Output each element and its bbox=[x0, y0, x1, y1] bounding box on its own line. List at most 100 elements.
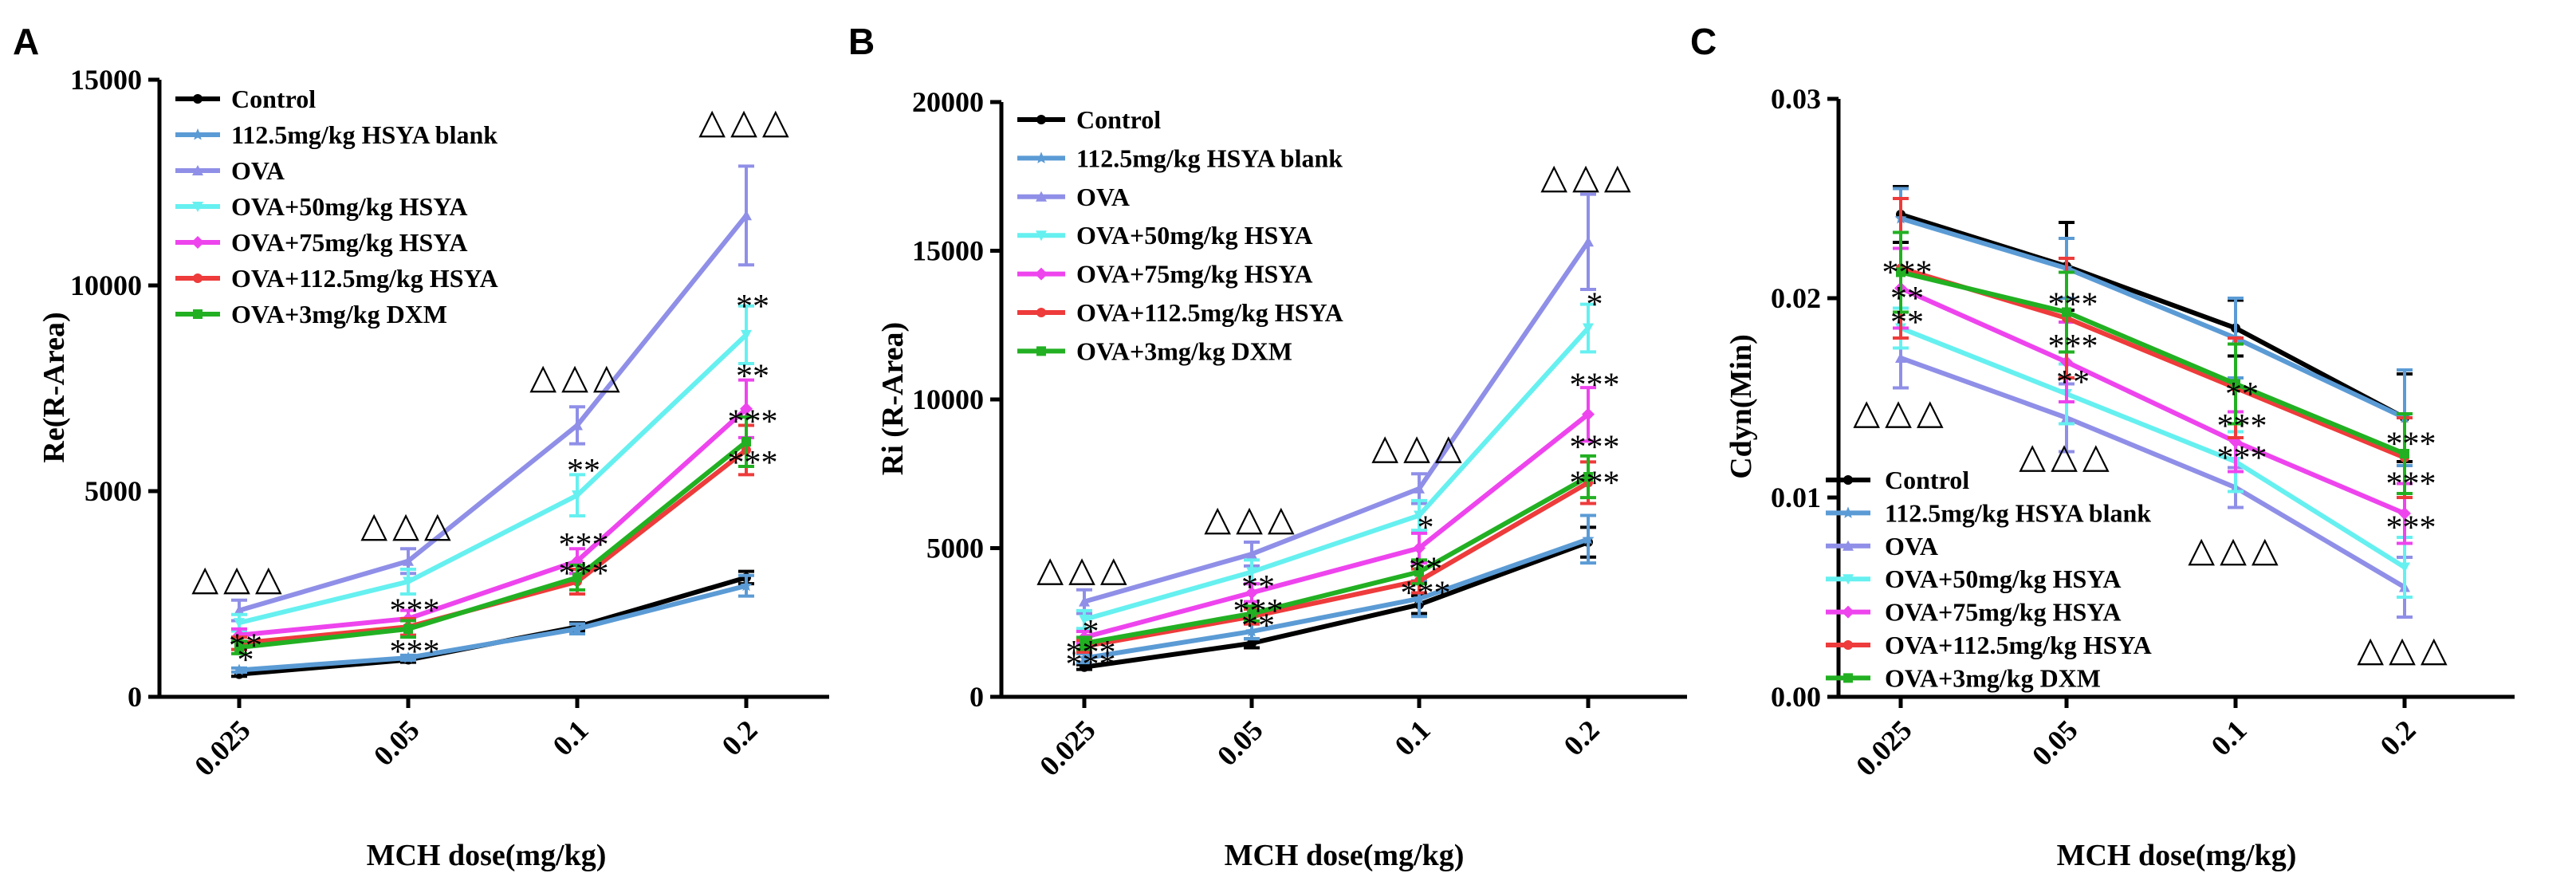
significance-triangles: △△△ bbox=[1540, 157, 1636, 196]
legend-label: OVA bbox=[1076, 183, 1130, 211]
significance-stars: *** bbox=[1570, 430, 1620, 466]
legend-swatch-marker bbox=[1035, 267, 1048, 281]
significance-stars: *** bbox=[2217, 440, 2267, 477]
panel-letter: B bbox=[848, 21, 875, 62]
significance-stars: * bbox=[238, 643, 254, 679]
legend-label: OVA bbox=[231, 156, 285, 185]
significance-triangles: △△△ bbox=[1036, 550, 1132, 589]
legend-label: OVA+75mg/kg HSYA bbox=[231, 228, 468, 257]
data-point bbox=[1080, 662, 1089, 672]
series-ova-3mg-kg-dxm bbox=[1076, 454, 1596, 651]
significance-triangles: △△△ bbox=[529, 357, 625, 396]
data-point bbox=[1247, 638, 1257, 648]
data-point bbox=[1247, 608, 1257, 619]
panel-letter: C bbox=[1690, 21, 1717, 62]
legend-label: Control bbox=[1885, 466, 1969, 494]
legend-swatch-marker bbox=[1036, 308, 1046, 317]
data-point bbox=[403, 555, 414, 566]
y-axis-title: Cdyn(Min) bbox=[1725, 334, 1758, 479]
y-axis-title: Re(R-Area) bbox=[37, 312, 71, 462]
legend-swatch-marker bbox=[1843, 574, 1854, 585]
data-point bbox=[403, 576, 414, 588]
significance-stars: ** bbox=[1890, 305, 1924, 341]
significance-triangles: △△△ bbox=[2357, 630, 2452, 669]
data-point bbox=[1079, 596, 1090, 607]
series-line bbox=[1899, 356, 2406, 590]
y-tick-label: 15000 bbox=[912, 235, 984, 267]
data-point bbox=[1414, 482, 1425, 494]
series-ova-50mg-kg-hsya bbox=[231, 304, 754, 633]
significance-stars: *** bbox=[2386, 427, 2436, 463]
legend-label: 112.5mg/kg HSYA blank bbox=[1885, 498, 2151, 527]
y-tick-label: 0 bbox=[128, 681, 142, 713]
data-point bbox=[1080, 638, 1089, 648]
significance-triangles: △△△ bbox=[191, 559, 287, 598]
significance-stars: *** bbox=[1066, 647, 1116, 683]
significance-stars: *** bbox=[559, 556, 609, 592]
significance-stars: *** bbox=[390, 593, 440, 630]
y-axis-title: Ri (R-Area) bbox=[876, 322, 910, 475]
significance-stars: ** bbox=[1241, 608, 1275, 644]
series-line bbox=[1083, 480, 1590, 649]
data-point bbox=[233, 663, 246, 675]
data-point bbox=[1245, 624, 1258, 637]
series-line bbox=[1083, 540, 1590, 670]
data-point bbox=[1582, 533, 1595, 545]
series-112-5mg-kg-hsya-blank bbox=[231, 573, 754, 675]
series-ova-75mg-kg-hsya bbox=[1076, 386, 1596, 645]
data-point bbox=[1896, 267, 1905, 277]
series-line bbox=[238, 583, 747, 673]
legend: Control 112.5mg/kg HSYA blank OVA OVA+50mg/… bbox=[1017, 105, 1343, 365]
legend-label: OVA+112.5mg/kg HSYA bbox=[1885, 631, 2152, 659]
significance-stars: *** bbox=[2386, 466, 2436, 503]
data-point bbox=[740, 402, 753, 415]
significance-triangles: △△△ bbox=[1853, 393, 1949, 432]
significance-stars: ** bbox=[1890, 281, 1924, 317]
y-tick-label: 0.03 bbox=[1771, 83, 1821, 115]
significance-triangles: △△△ bbox=[698, 102, 794, 141]
data-point bbox=[1895, 352, 1906, 363]
legend-swatch-marker bbox=[1843, 540, 1854, 551]
significance-triangles: △△△ bbox=[360, 505, 456, 545]
y-tick-label: 15000 bbox=[70, 64, 142, 96]
legend-swatch-marker bbox=[1036, 230, 1047, 242]
legend-swatch-marker bbox=[193, 273, 203, 283]
legend-label: OVA+75mg/kg HSYA bbox=[1076, 260, 1313, 289]
data-point bbox=[572, 419, 583, 431]
x-axis-title: MCH dose(mg/kg) bbox=[1225, 839, 1465, 872]
series-line bbox=[238, 439, 748, 651]
y-tick-label: 5000 bbox=[926, 533, 984, 564]
legend-swatch-marker bbox=[1035, 151, 1048, 163]
legend-label: Control bbox=[231, 85, 316, 113]
series-line bbox=[1899, 325, 2406, 570]
series-line bbox=[1900, 269, 2406, 456]
significance-stars: ** bbox=[567, 453, 600, 490]
series-ova-3mg-kg-dxm bbox=[1893, 230, 2413, 495]
y-tick-label: 0 bbox=[969, 681, 984, 713]
significance-stars: *** bbox=[2217, 408, 2267, 445]
data-point bbox=[1078, 651, 1091, 663]
panel-letter: A bbox=[13, 21, 39, 62]
legend-label: OVA+50mg/kg HSYA bbox=[1076, 221, 1313, 250]
significance-stars: ** bbox=[229, 628, 262, 665]
significance-triangles: △△△ bbox=[2019, 437, 2114, 476]
legend-label: Control bbox=[1076, 105, 1161, 134]
legend: Control 112.5mg/kg HSYA blank OVA OVA+50mg/… bbox=[175, 85, 498, 328]
y-tick-label: 0.00 bbox=[1771, 681, 1821, 713]
series-line bbox=[1083, 240, 1591, 604]
legend-swatch-marker bbox=[1843, 673, 1853, 683]
legend-label: OVA+50mg/kg HSYA bbox=[231, 192, 468, 221]
legend: Control 112.5mg/kg HSYA blank OVA OVA+50mg/… bbox=[1826, 466, 2152, 692]
legend-label: 112.5mg/kg HSYA blank bbox=[1076, 144, 1343, 172]
legend-swatch-marker bbox=[1036, 115, 1046, 124]
significance-stars: ** bbox=[2225, 376, 2259, 413]
legend-label: OVA bbox=[1885, 532, 1938, 560]
data-point bbox=[1079, 615, 1090, 626]
legend-swatch-marker bbox=[192, 202, 203, 212]
series-ova-50mg-kg-hsya bbox=[1076, 302, 1596, 631]
data-point bbox=[741, 329, 752, 340]
significance-triangles: △△△ bbox=[1371, 428, 1467, 467]
significance-stars: *** bbox=[1570, 465, 1620, 501]
